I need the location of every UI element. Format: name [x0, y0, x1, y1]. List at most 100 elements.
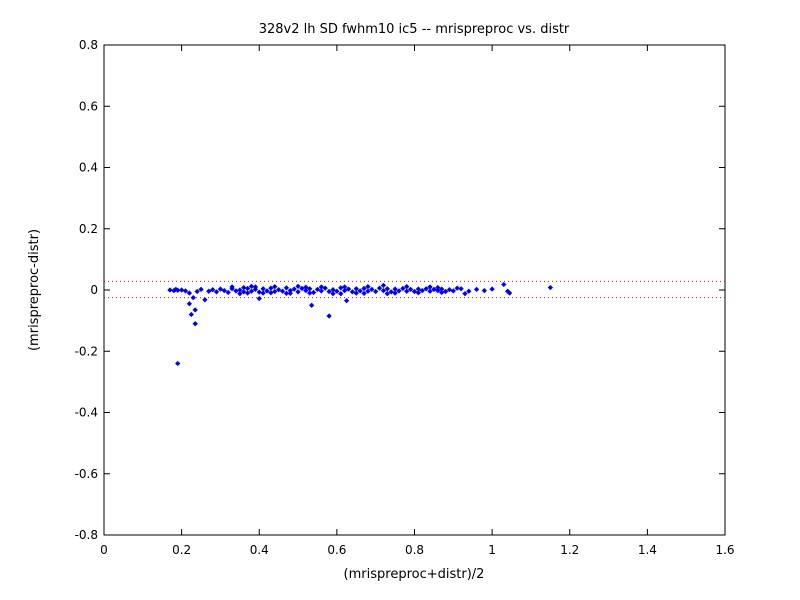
- data-point: [252, 284, 259, 290]
- data-point: [194, 288, 200, 295]
- x-tick-label: 0: [100, 543, 108, 557]
- x-tick-label: 1: [488, 543, 496, 557]
- data-point: [308, 302, 315, 309]
- data-point: [396, 288, 402, 294]
- data-point: [182, 288, 189, 294]
- data-point: [357, 288, 363, 294]
- data-point: [361, 290, 367, 297]
- y-tick-label: 0.6: [79, 99, 98, 113]
- data-point: [343, 297, 350, 304]
- data-point: [190, 294, 197, 301]
- data-point: [167, 287, 173, 293]
- data-point: [326, 288, 332, 295]
- data-point: [244, 290, 251, 296]
- data-point: [403, 288, 410, 294]
- data-point: [450, 288, 457, 294]
- data-point: [264, 288, 270, 294]
- y-tick-label: 0.4: [79, 161, 98, 175]
- data-point: [466, 288, 472, 294]
- data-point: [341, 284, 348, 290]
- data-point: [384, 290, 391, 297]
- data-point: [338, 290, 344, 297]
- data-point: [295, 289, 301, 295]
- data-point: [221, 287, 228, 294]
- data-point: [229, 284, 235, 290]
- y-tick-label: 0.2: [79, 222, 98, 236]
- data-point: [380, 282, 387, 289]
- y-axis-ticks: -0.8 -0.6 -0.4 -0.2 0 0.2 0.4 0.6 0.8: [75, 38, 725, 542]
- y-tick-label: 0.8: [79, 38, 98, 52]
- y-tick-label: -0.8: [75, 528, 98, 542]
- chart-title: 328v2 lh SD fwhm10 ic5 -- mrispreproc vs…: [259, 22, 570, 37]
- data-point: [310, 289, 317, 296]
- data-point: [306, 290, 313, 296]
- data-point: [435, 284, 441, 291]
- data-point: [283, 285, 290, 291]
- data-point: [369, 286, 375, 293]
- data-point: [279, 288, 286, 294]
- data-point: [283, 290, 290, 297]
- x-axis-ticks: 0 0.2 0.4 0.6 0.8 1 1.2 1.4 1.6: [100, 45, 735, 557]
- data-point: [272, 283, 278, 290]
- data-point: [225, 289, 231, 296]
- data-point: [248, 288, 255, 294]
- data-point: [209, 286, 216, 293]
- data-point: [501, 281, 507, 288]
- data-point: [186, 290, 193, 296]
- data-point: [489, 286, 495, 292]
- data-point: [217, 286, 224, 292]
- data-point: [287, 290, 294, 297]
- data-point: [303, 284, 309, 290]
- data-point: [192, 320, 198, 327]
- data-point: [481, 287, 488, 294]
- x-tick-label: 1.4: [638, 543, 657, 557]
- data-point: [275, 286, 282, 293]
- data-point: [473, 286, 480, 293]
- data-point: [462, 290, 468, 297]
- data-point: [174, 287, 181, 294]
- data-point: [454, 285, 460, 291]
- data-point: [446, 286, 453, 293]
- data-point: [314, 286, 321, 293]
- data-point: [345, 286, 352, 292]
- data-point: [256, 289, 263, 295]
- data-point: [303, 287, 309, 294]
- x-tick-label: 0.8: [405, 543, 424, 557]
- data-point: [400, 285, 406, 292]
- data-point: [240, 284, 247, 291]
- data-point: [256, 295, 263, 302]
- y-tick-label: -0.6: [75, 467, 98, 481]
- y-tick-label: -0.4: [75, 406, 98, 420]
- data-point: [407, 286, 414, 293]
- data-point: [365, 288, 371, 294]
- y-axis-label: (mrispreproc-distr): [27, 229, 42, 351]
- y-tick-label: -0.2: [75, 344, 98, 358]
- data-point: [442, 288, 449, 295]
- y-tick-label: 0: [90, 283, 98, 297]
- data-point: [248, 283, 255, 290]
- x-tick-label: 0.6: [327, 543, 346, 557]
- x-tick-label: 1.6: [715, 543, 734, 557]
- data-point: [268, 290, 274, 296]
- data-point: [376, 285, 383, 291]
- data-point: [186, 301, 193, 307]
- data-point: [318, 284, 325, 290]
- data-point: [178, 287, 185, 293]
- x-axis-label: (mrispreproc+distr)/2: [344, 567, 485, 582]
- data-point: [353, 290, 360, 296]
- data-point: [403, 283, 410, 290]
- data-point: [326, 313, 332, 319]
- data-point: [237, 290, 243, 297]
- data-point: [206, 288, 212, 294]
- x-tick-label: 0.4: [250, 543, 269, 557]
- data-point: [419, 287, 426, 294]
- data-point: [435, 287, 441, 294]
- data-point: [427, 284, 433, 290]
- data-point: [415, 290, 422, 296]
- data-point: [330, 290, 336, 297]
- data-point: [318, 288, 325, 294]
- data-point: [547, 284, 554, 291]
- data-point: [291, 286, 297, 292]
